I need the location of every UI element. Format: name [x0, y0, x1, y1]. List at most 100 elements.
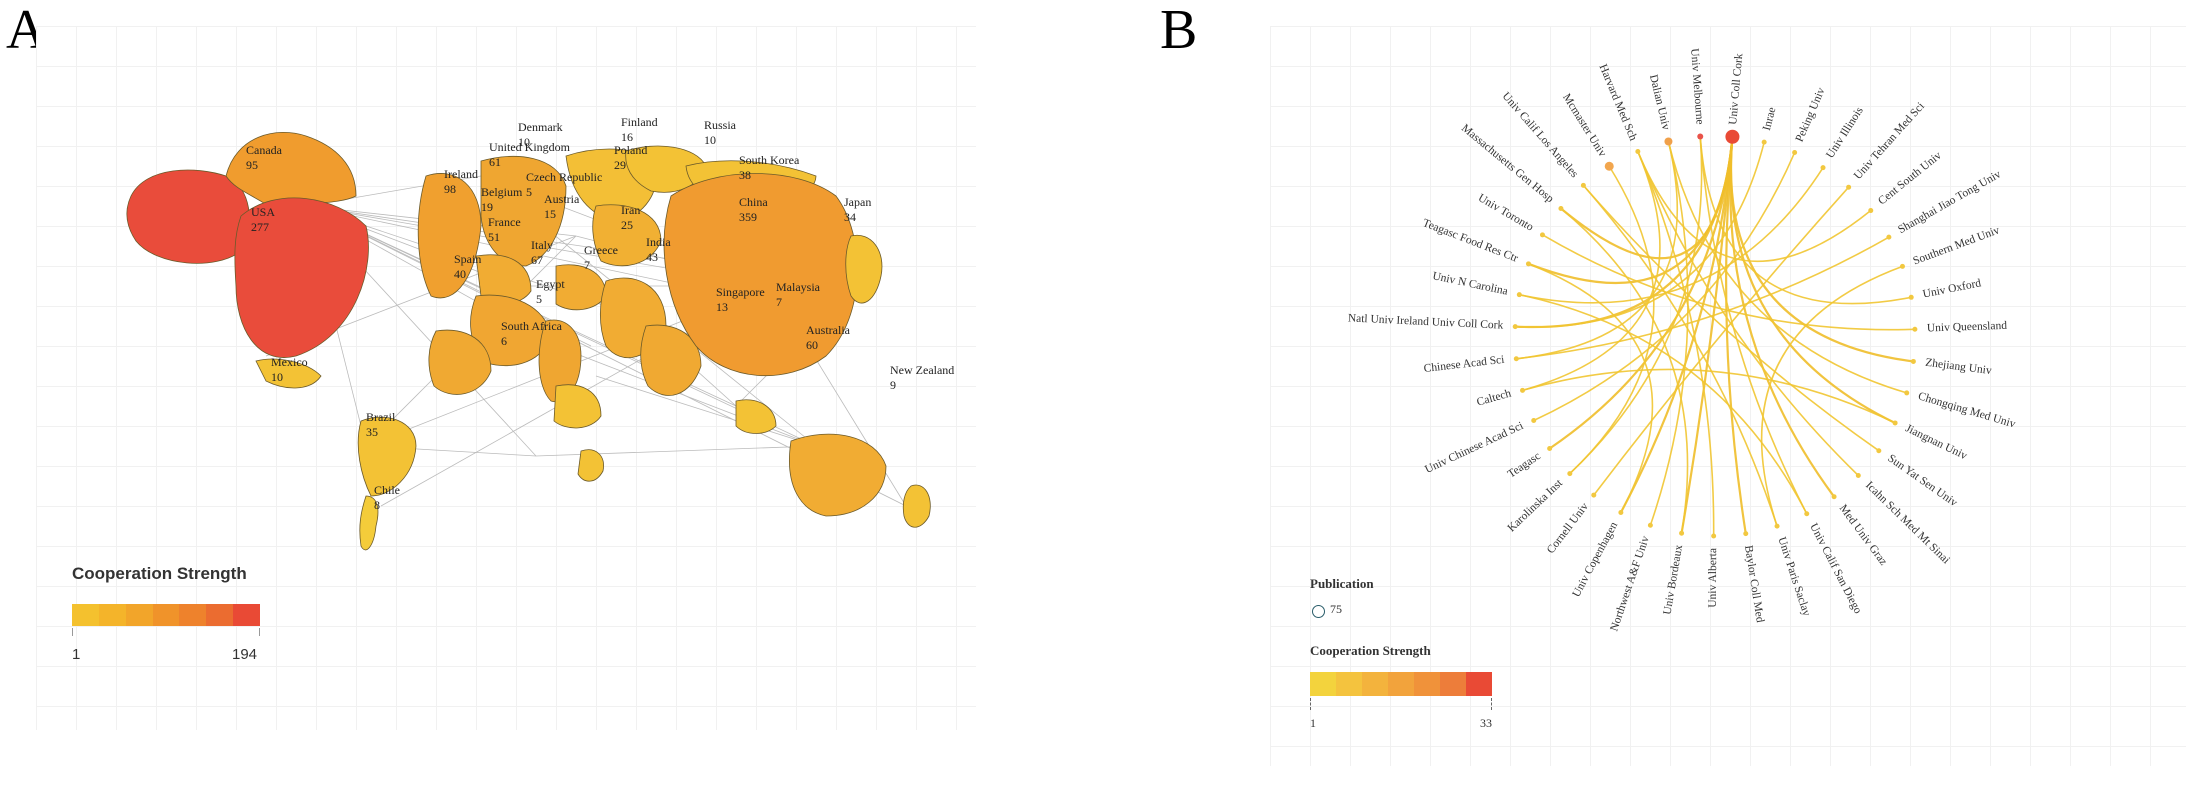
country-name-label: Denmark	[518, 120, 563, 134]
chord-link	[1619, 136, 1734, 513]
chord-link	[1533, 152, 1796, 422]
institution-node	[1868, 208, 1874, 214]
map-legend-max: 194	[232, 646, 258, 663]
country-shape-spain	[428, 329, 492, 395]
country-shape-france	[470, 294, 552, 367]
country-shape-ireland	[417, 173, 482, 299]
country-shape-brazil	[357, 416, 417, 497]
chord-link	[1725, 136, 1747, 534]
institution-label: Univ Oxford	[1922, 277, 1983, 300]
institution-label: Chinese Acad Sci	[1423, 354, 1505, 375]
institution-node	[1567, 471, 1573, 477]
chord-legend-swatch	[1414, 672, 1440, 696]
chord-link	[1582, 184, 1778, 527]
institution-label: Zhejiang Univ	[1925, 357, 1993, 377]
chord-legend-min: 1	[1310, 716, 1316, 730]
institution-label: Univ Copenhagen	[1570, 520, 1620, 599]
institution-node	[1513, 356, 1519, 362]
publication-legend-title: Publication	[1310, 576, 1374, 591]
country-name-label: India	[646, 235, 671, 249]
institution-node	[1910, 358, 1916, 364]
chord-legend-swatch	[1440, 672, 1466, 696]
chord-link	[1637, 151, 1715, 537]
institution-label: Univ Paris Saclay	[1775, 536, 1812, 618]
country-shape-alaska	[126, 169, 250, 264]
institution-label: Baylor Coll Med	[1742, 545, 1766, 624]
institution-label: Univ Toronto	[1476, 192, 1536, 234]
country-name-label: Greece	[584, 243, 618, 257]
country-shape-usa	[234, 197, 369, 358]
country-shape-south-africa	[577, 449, 604, 482]
institution-label: Sun Yat Sen Univ	[1885, 452, 1959, 509]
institution-node	[1618, 509, 1624, 515]
country-name-label: Canada	[246, 143, 283, 157]
chord-link	[1522, 368, 1896, 424]
institution-node	[1876, 448, 1882, 454]
chord-legend-swatch	[1388, 672, 1414, 696]
country-value-label: 10	[271, 370, 283, 384]
country-name-label: Malaysia	[776, 280, 821, 294]
chord-link	[1519, 293, 1808, 515]
institution-node	[1899, 263, 1905, 269]
chord-legend-title: Cooperation Strength	[1310, 643, 1431, 658]
chord-link	[1729, 136, 1835, 498]
country-name-label: USA	[251, 205, 275, 219]
institution-node	[1855, 473, 1861, 479]
institution-node	[1792, 150, 1798, 156]
institution-label: Caltech	[1475, 387, 1512, 408]
country-shape-singapore	[735, 399, 777, 434]
country-value-label: 67	[531, 253, 543, 267]
chord-link	[1528, 263, 1654, 513]
country-name-label: China	[739, 195, 768, 209]
institution-node	[1804, 511, 1810, 517]
country-shape-chile	[359, 495, 379, 551]
institution-node	[1908, 294, 1914, 300]
institution-node	[1604, 161, 1614, 171]
country-value-label: 15	[544, 207, 556, 221]
chord-legend-min-tick	[1310, 698, 1311, 710]
institution-node	[1892, 420, 1898, 426]
chord-link	[1560, 136, 1734, 260]
country-shape-new-zealand	[902, 484, 931, 528]
map-legend-min-tick	[72, 628, 73, 636]
country-name-label: Czech Republic	[526, 170, 602, 184]
map-legend-swatch	[125, 604, 153, 626]
country-value-label: 29	[614, 158, 626, 172]
chord-link	[1637, 151, 1872, 263]
chord-link	[1730, 136, 1914, 363]
chord-legend-swatch	[1336, 672, 1362, 696]
institution-node	[1580, 182, 1586, 188]
country-name-label: Egypt	[536, 277, 565, 291]
institution-label: Peking Univ	[1794, 86, 1828, 144]
country-name-label: Australia	[806, 323, 851, 337]
chord-nodes	[1512, 129, 1918, 539]
country-value-label: 95	[246, 158, 258, 172]
publication-legend-value: 75	[1330, 602, 1342, 616]
map-legend-swatch	[206, 604, 234, 626]
country-name-label: Singapore	[716, 285, 765, 299]
chord-link	[1582, 184, 1880, 452]
institution-node	[1547, 446, 1553, 452]
chord-link	[1560, 207, 1689, 534]
country-value-label: 6	[501, 334, 507, 348]
country-name-label: Finland	[621, 115, 658, 129]
country-name-label: Ireland	[444, 167, 478, 181]
country-value-label: 40	[454, 267, 466, 281]
cartogram-map-panel: USA 277 Canada 95 Mexico 10 Brazil 35 Chile 8 Irel…	[36, 26, 976, 730]
chord-link	[1699, 136, 1808, 515]
institution-node	[1761, 139, 1767, 145]
institution-label: Univ Bordeaux	[1662, 544, 1686, 616]
institution-node	[1512, 324, 1518, 330]
institution-label: Teagasc	[1506, 450, 1543, 481]
map-legend-title: Cooperation Strength	[72, 564, 247, 583]
country-shape-india	[640, 324, 702, 396]
country-value-label: 34	[844, 210, 856, 224]
map-legend-swatch	[179, 604, 207, 626]
country-shapes	[126, 132, 931, 551]
country-value-label: 359	[739, 210, 757, 224]
institution-label: Chongqing Med Univ	[1917, 390, 2017, 430]
country-value-label: 61	[489, 155, 501, 169]
map-legend-swatch	[72, 604, 99, 626]
institution-node	[1831, 494, 1837, 500]
